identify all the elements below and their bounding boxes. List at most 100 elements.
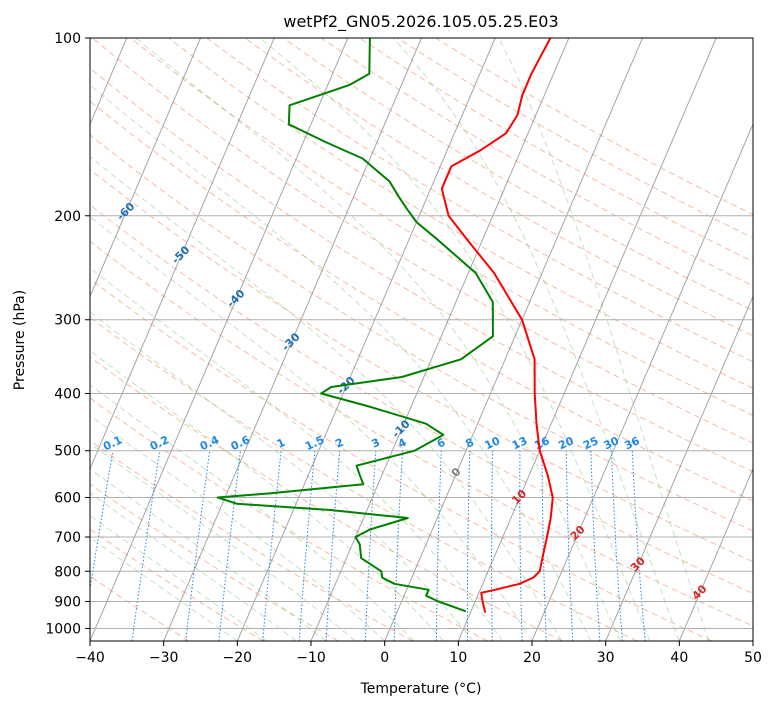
mixing-ratio-line — [435, 450, 442, 641]
x-tick-label: 20 — [523, 650, 541, 666]
x-tick-label: −10 — [296, 650, 326, 666]
moist-adiabat — [498, 38, 710, 641]
mixing-ratio-line — [90, 450, 114, 593]
dry-adiabat — [90, 439, 414, 641]
isotherm-label: -80 — [4, 113, 27, 136]
moist-adiabat — [135, 38, 621, 641]
mixing-ratio-label: 1 — [275, 436, 287, 451]
moist-adiabat — [90, 267, 503, 641]
isotherm-line — [457, 38, 717, 641]
moist-adiabat — [90, 442, 356, 641]
dry-adiabat — [90, 397, 488, 641]
y-tick-label: 1000 — [45, 621, 81, 637]
isotherm-line — [90, 38, 349, 641]
y-tick-label: 400 — [54, 387, 81, 403]
dry-adiabat — [90, 134, 753, 532]
dry-adiabat — [90, 528, 264, 641]
x-tick-label: −40 — [75, 650, 105, 666]
moist-adiabat — [90, 155, 562, 641]
moist-adiabat — [90, 84, 592, 641]
dry-adiabat — [91, 38, 753, 444]
mixing-ratio-line — [325, 450, 341, 641]
dry-adiabat — [90, 356, 563, 641]
profile-lines — [216, 38, 554, 613]
x-tick-label: 30 — [597, 650, 615, 666]
mixing-ratio-label: 30 — [602, 434, 622, 452]
dry-adiabat — [90, 575, 190, 641]
isotherm-label: -30 — [279, 330, 302, 353]
dry-adiabat — [359, 38, 753, 263]
isotherm-label: 20 — [568, 523, 588, 543]
mixing-ratio-line — [262, 450, 282, 641]
isotherm-label: -50 — [169, 243, 192, 266]
moist-adiabat — [259, 38, 651, 641]
mixing-ratio-line — [218, 450, 241, 641]
dry-adiabat — [90, 204, 753, 594]
isotherm-label: 10 — [509, 487, 529, 507]
x-axis-label: Temperature (°C) — [360, 681, 482, 697]
moist-adiabat — [90, 492, 297, 641]
mixing-ratio-line — [590, 450, 601, 641]
y-tick-label: 900 — [54, 594, 81, 610]
dry-adiabat — [244, 38, 753, 337]
mixing-ratio-line — [541, 450, 547, 641]
chart-title: wetPf2_GN05.2026.105.05.25.E03 — [283, 12, 558, 32]
mixing-ratio-line — [565, 450, 574, 641]
moist-adiabat — [90, 216, 533, 641]
mixing-ratio-label: 2 — [333, 436, 345, 451]
dry-adiabat — [90, 316, 638, 641]
x-axis-ticks: −40 −30 −20 −10 0 10 20 30 40 50 — [75, 641, 762, 666]
mixing-ratio-line — [611, 450, 623, 641]
dry-adiabat — [90, 278, 712, 641]
dry-adiabat — [168, 38, 753, 389]
background-lines — [90, 38, 753, 641]
isotherm-line — [384, 38, 643, 641]
dry-adiabat — [90, 240, 753, 627]
isotherm-line — [605, 295, 753, 641]
temperature-profile-line — [440, 38, 554, 613]
y-tick-label: 500 — [54, 444, 81, 460]
moist-adiabat — [90, 384, 415, 641]
y-tick-label: 700 — [54, 530, 81, 546]
y-axis-label: Pressure (hPa) — [12, 290, 28, 390]
isotherm-line — [678, 467, 753, 641]
isotherm-line — [236, 38, 496, 641]
dry-adiabat — [130, 38, 753, 416]
mixing-ratio-label: 10 — [483, 434, 503, 452]
isotherm-line — [90, 38, 201, 298]
mixing-ratio-label: 4 — [396, 436, 409, 451]
x-tick-label: 10 — [449, 650, 467, 666]
mixing-ratio-line — [185, 450, 211, 641]
isotherm-line — [310, 38, 570, 641]
plot-frame — [89, 37, 754, 642]
mixing-ratio-line — [491, 450, 494, 641]
y-tick-label: 800 — [54, 564, 81, 580]
dewpoint-profile-line — [216, 38, 494, 613]
y-tick-label: 300 — [54, 313, 81, 329]
mixing-ratio-line — [298, 450, 316, 641]
isotherm-label: 40 — [690, 582, 710, 602]
x-tick-label: −30 — [149, 650, 179, 666]
isotherm-line — [163, 38, 422, 641]
moist-adiabat — [392, 38, 680, 641]
isotherm-line — [531, 122, 753, 641]
mixing-ratio-line — [466, 450, 471, 641]
mixing-ratio-label: 25 — [581, 434, 600, 452]
x-tick-label: −20 — [223, 650, 253, 666]
mixing-ratio-label: 13 — [510, 434, 529, 452]
dry-adiabat — [90, 100, 753, 502]
isotherm-label: 0 — [449, 465, 464, 480]
y-tick-label: 100 — [54, 31, 81, 47]
isotherm-label: -40 — [224, 287, 247, 310]
mixing-ratio-line — [631, 450, 646, 641]
dry-adiabat — [282, 38, 753, 312]
mixing-ratio-line — [364, 450, 377, 641]
mixing-ratio-label: 20 — [556, 434, 576, 452]
y-axis-ticks: 100 200 300 400 500 600 700 800 900 1000 — [45, 31, 90, 637]
x-tick-label: 50 — [744, 650, 762, 666]
isotherm-line — [752, 639, 753, 641]
x-tick-label: 0 — [380, 650, 389, 666]
mixing-ratio-line — [519, 450, 523, 641]
moist-adiabat — [90, 514, 268, 641]
